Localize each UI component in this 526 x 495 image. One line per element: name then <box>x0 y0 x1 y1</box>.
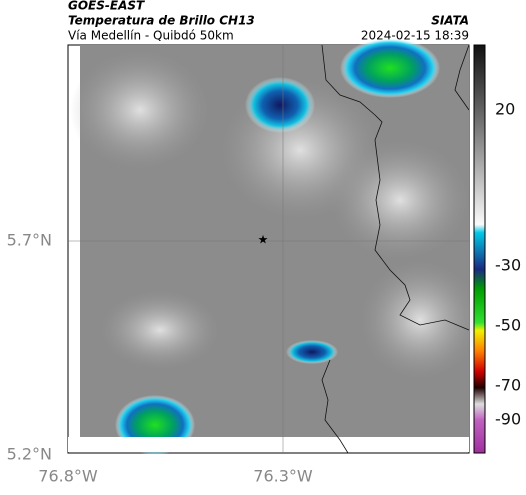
colorbar-tick: -90 <box>495 410 521 429</box>
colorbar-tick: -50 <box>495 316 521 335</box>
cloud <box>360 260 480 380</box>
lon-label: 76.8°W <box>38 467 98 486</box>
cloud <box>100 290 220 370</box>
cloud <box>330 140 470 260</box>
colorbar-tick: -70 <box>495 376 521 395</box>
route: Vía Medellín - Quibdó 50km <box>68 29 234 43</box>
border <box>321 359 349 454</box>
storm <box>245 77 315 133</box>
axes: 5.7°N 5.2°N 76.8°W 76.3°W <box>7 231 313 486</box>
border <box>454 44 470 111</box>
cloud <box>70 50 210 170</box>
lon-label: 76.3°W <box>253 467 313 486</box>
location-marker: ★ <box>258 233 269 247</box>
colorbar-tick: -30 <box>495 256 521 275</box>
colorbar: 20 -30 -50 -70 -90 <box>473 44 521 454</box>
header: GOES-EAST Temperatura de Brillo CH13 Vía… <box>68 0 469 43</box>
border <box>321 44 470 331</box>
blank <box>68 437 469 452</box>
lat-label: 5.7°N <box>7 231 52 250</box>
subtitle: Temperatura de Brillo CH13 <box>68 14 255 28</box>
source: SIATA <box>431 14 469 28</box>
title: GOES-EAST <box>68 0 145 13</box>
lat-label: 5.2°N <box>7 445 52 464</box>
storm <box>340 38 440 98</box>
storm <box>286 340 338 364</box>
colorbar-tick: 20 <box>495 100 515 119</box>
colorbar-scale <box>473 44 486 454</box>
map: ★ <box>67 38 480 455</box>
